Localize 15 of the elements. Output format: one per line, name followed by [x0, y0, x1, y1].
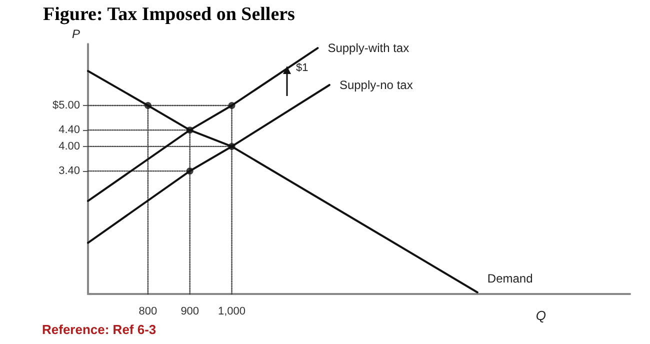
x-tick-label: 900 [180, 306, 200, 318]
y-axis-title: P [72, 27, 80, 41]
annotation: $1 [296, 62, 308, 74]
text: Reference: Ref 6-3 [42, 322, 156, 337]
y-tick-label: 4.00 [58, 140, 80, 152]
series-label: Demand [487, 271, 533, 286]
x-tick-label: 1,000 [218, 306, 246, 318]
y-tick-label: 4.40 [58, 124, 80, 136]
chart-title: Figure: Tax Imposed on Sellers [43, 4, 295, 25]
x-tick-label: 800 [138, 306, 158, 318]
series-label: Supply-with tax [328, 41, 410, 56]
y-tick-label: $5.00 [52, 99, 80, 112]
x-axis-title: Q [536, 308, 546, 323]
y-tick-label: 3.40 [58, 165, 80, 178]
series-label: Supply-no tax [339, 78, 413, 92]
